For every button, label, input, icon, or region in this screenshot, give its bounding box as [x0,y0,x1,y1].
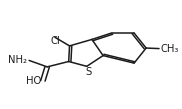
Text: NH₂: NH₂ [8,55,27,65]
Text: CH₃: CH₃ [161,44,179,54]
Text: HO: HO [26,76,41,86]
Text: Cl: Cl [50,36,60,46]
Text: S: S [85,67,92,77]
